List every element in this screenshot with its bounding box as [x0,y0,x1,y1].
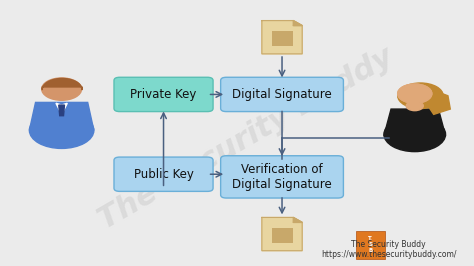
Text: T.
S
B: T. S B [368,236,374,253]
Polygon shape [56,103,67,114]
Circle shape [398,84,432,103]
Circle shape [406,101,423,111]
FancyBboxPatch shape [272,228,292,243]
Polygon shape [293,218,302,222]
Circle shape [42,78,82,100]
Polygon shape [384,109,446,136]
FancyBboxPatch shape [220,77,343,112]
Circle shape [384,117,446,152]
Text: Digital Signature: Digital Signature [232,88,332,101]
Polygon shape [59,105,64,116]
Text: Private Key: Private Key [130,88,197,101]
Circle shape [398,84,432,103]
Circle shape [398,83,443,109]
Polygon shape [262,218,302,251]
Text: Verification of
Digital Signature: Verification of Digital Signature [232,163,332,191]
Text: The Security Buddy: The Security Buddy [94,42,399,235]
FancyBboxPatch shape [272,31,292,46]
FancyBboxPatch shape [220,156,343,198]
Polygon shape [293,21,302,26]
Polygon shape [29,102,94,130]
Polygon shape [262,21,302,54]
FancyBboxPatch shape [356,231,385,259]
Polygon shape [427,88,450,114]
Text: The Security Buddy
https://www.thesecuritybuddy.com/: The Security Buddy https://www.thesecuri… [321,240,456,259]
Circle shape [29,112,94,148]
FancyBboxPatch shape [114,157,213,192]
Text: Public Key: Public Key [134,168,193,181]
FancyBboxPatch shape [114,77,213,112]
